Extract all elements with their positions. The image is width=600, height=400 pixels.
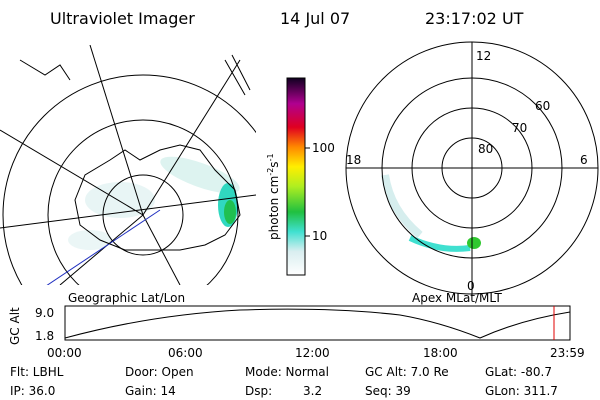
footer-item: 3.2	[303, 384, 322, 398]
footer-item: Seq: 39	[365, 384, 411, 398]
altitude-curve	[64, 308, 571, 339]
date: 14 Jul 07	[280, 9, 350, 28]
footer-item: GLat: -80.7	[485, 365, 552, 379]
footer-item: Flt: LBHL	[10, 365, 64, 379]
mlt-label: 12	[476, 49, 491, 63]
colorbar-tick: 100	[312, 141, 335, 155]
unit: s	[267, 161, 281, 167]
mlt-label: 18	[346, 153, 361, 167]
right-map-label: Apex MLat/MLT	[412, 291, 502, 305]
polar-map	[345, 41, 599, 295]
time-tick: 06:00	[168, 346, 203, 360]
footer-item: Mode: Normal	[245, 365, 329, 379]
footer-item: Gain: 14	[125, 384, 176, 398]
mlt-label: 0	[467, 279, 475, 293]
left-map-label: Geographic Lat/Lon	[68, 291, 185, 305]
footer-item: GC Alt: 7.0 Re	[365, 365, 449, 379]
time-tick: 12:00	[295, 346, 330, 360]
time-tick: 23:59	[550, 346, 585, 360]
exponent: -2	[266, 168, 275, 176]
alt-tick: 1.8	[35, 329, 54, 343]
footer-item: IP: 36.0	[10, 384, 55, 398]
alt-tick: 9.0	[35, 306, 54, 320]
alt-label: GC Alt	[8, 307, 22, 345]
time-tick: 00:00	[47, 346, 82, 360]
time: 23:17:02 UT	[425, 9, 524, 28]
altitude-frame	[64, 305, 571, 341]
colorbar-tick: 10	[312, 229, 327, 243]
title: Ultraviolet Imager	[50, 9, 195, 28]
footer-item: Dsp:	[245, 384, 272, 398]
lat-label: 80	[478, 142, 493, 156]
unit: photon cm	[267, 176, 281, 240]
lat-label: 70	[512, 121, 527, 135]
time-tick: 18:00	[423, 346, 458, 360]
lat-label: 60	[535, 99, 550, 113]
footer-item: Door: Open	[125, 365, 194, 379]
mlt-label: 6	[580, 153, 588, 167]
colorbar-label: photon cm-2s-1	[266, 153, 281, 240]
footer-item: GLon: 311.7	[485, 384, 558, 398]
exponent: -1	[266, 153, 275, 161]
colorbar	[286, 77, 306, 276]
geographic-map	[0, 45, 256, 285]
